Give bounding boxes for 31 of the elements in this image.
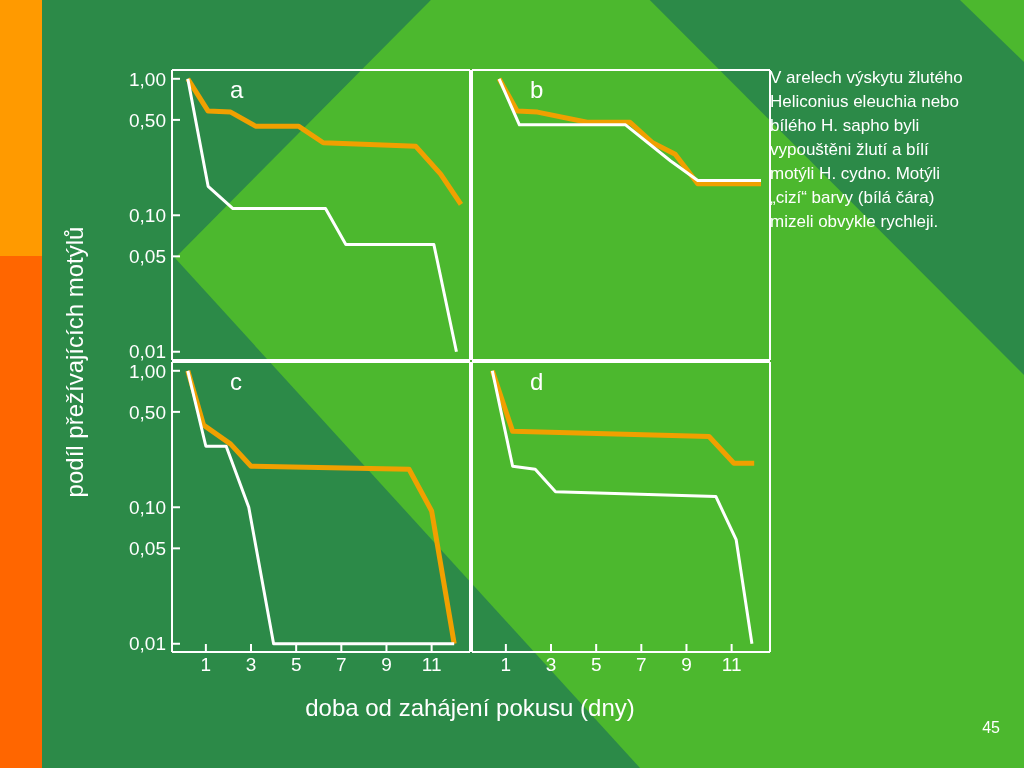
- x-tick-label: 3: [545, 654, 557, 676]
- y-tick-label: 0,01: [129, 633, 166, 655]
- y-tick-label: 0,10: [129, 205, 166, 227]
- x-tick-label: 1: [200, 654, 212, 676]
- line-series: [186, 77, 458, 354]
- x-tick-label: 9: [681, 654, 692, 676]
- x-tick-label: 9: [381, 654, 392, 676]
- y-tick-label: 0,05: [129, 246, 166, 268]
- y-tick-label: 0,50: [129, 109, 166, 131]
- chart-title: c: [230, 368, 242, 396]
- y-axis-title: podíl přežívajících motýlů: [61, 226, 89, 498]
- chart-title: d: [530, 368, 544, 396]
- x-tick-label: 7: [636, 654, 647, 676]
- chart-title: b: [530, 76, 544, 104]
- x-tick-label: 1: [500, 654, 512, 676]
- y-tick-label: 0,01: [129, 341, 166, 363]
- y-tick-label: 0,50: [129, 401, 166, 423]
- y-tick-label: 0,10: [129, 497, 166, 519]
- x-tick-label: 3: [245, 654, 257, 676]
- chart-title: a: [230, 76, 244, 104]
- x-tick-label: 5: [290, 654, 302, 676]
- text: 45: [981, 718, 1000, 738]
- y-tick-label: 1,00: [129, 360, 166, 382]
- x-tick-label: 11: [721, 654, 742, 676]
- x-tick-label: 5: [590, 654, 602, 676]
- y-tick-label: 1,00: [129, 68, 166, 90]
- y-tick-label: 0,05: [129, 538, 166, 560]
- x-axis-title: doba od zahájení pokusu (dny): [304, 694, 636, 722]
- annotation: V arelech výskytu žlutého Heliconius eleuchia nebo bílého H. sapho byli vypouštěni žlutí a bílí motýli H. cydno. Motýli „cizí“ barvy (bílá čára) mizeli obvykle rychleji.: [770, 67, 964, 233]
- x-tick-label: 7: [336, 654, 347, 676]
- x-tick-label: 11: [421, 654, 442, 676]
